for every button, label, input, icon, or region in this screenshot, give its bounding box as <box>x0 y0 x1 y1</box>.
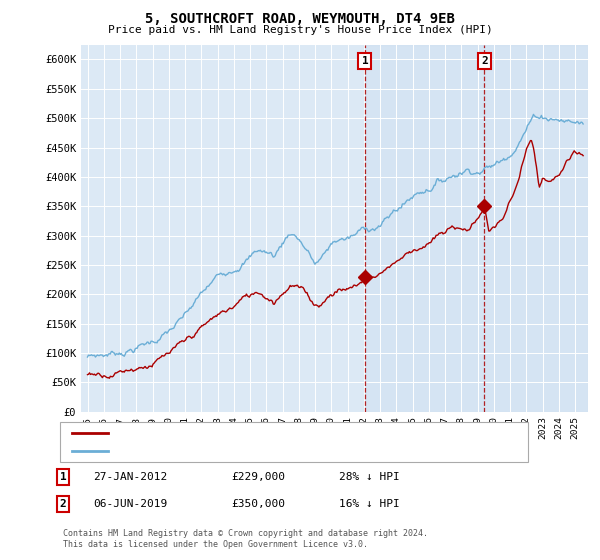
Bar <box>365 45 588 412</box>
Text: 06-JUN-2019: 06-JUN-2019 <box>93 499 167 509</box>
Text: 5, SOUTHCROFT ROAD, WEYMOUTH, DT4 9EB: 5, SOUTHCROFT ROAD, WEYMOUTH, DT4 9EB <box>145 12 455 26</box>
Text: 1: 1 <box>59 472 67 482</box>
Text: Contains HM Land Registry data © Crown copyright and database right 2024.
This d: Contains HM Land Registry data © Crown c… <box>63 529 428 549</box>
Text: 27-JAN-2012: 27-JAN-2012 <box>93 472 167 482</box>
Text: £229,000: £229,000 <box>231 472 285 482</box>
Text: 16% ↓ HPI: 16% ↓ HPI <box>339 499 400 509</box>
Text: HPI: Average price, detached house, Dorset: HPI: Average price, detached house, Dors… <box>114 446 377 456</box>
Text: 2: 2 <box>59 499 67 509</box>
Text: 1: 1 <box>362 57 368 66</box>
Text: £350,000: £350,000 <box>231 499 285 509</box>
Text: Price paid vs. HM Land Registry's House Price Index (HPI): Price paid vs. HM Land Registry's House … <box>107 25 493 35</box>
Text: 5, SOUTHCROFT ROAD, WEYMOUTH, DT4 9EB (detached house): 5, SOUTHCROFT ROAD, WEYMOUTH, DT4 9EB (d… <box>114 428 452 438</box>
Text: 2: 2 <box>481 57 488 66</box>
Text: 28% ↓ HPI: 28% ↓ HPI <box>339 472 400 482</box>
